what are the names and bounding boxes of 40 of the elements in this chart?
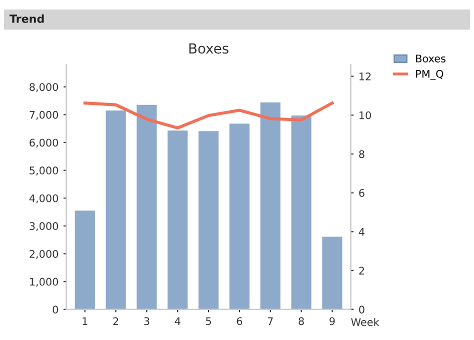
bar bbox=[322, 236, 342, 310]
bar bbox=[291, 116, 312, 310]
chart-title: Boxes bbox=[189, 43, 228, 54]
bar bbox=[106, 110, 126, 310]
legend-label: PM_Q bbox=[416, 70, 444, 80]
text: Trend bbox=[10, 14, 44, 23]
y-tick-label: 6,000 bbox=[30, 138, 58, 148]
y-tick-label: 7,000 bbox=[30, 110, 58, 120]
y2-tick-label: 4 bbox=[358, 228, 364, 236]
x-tick-label: 5 bbox=[206, 317, 211, 326]
x-tick-label: 3 bbox=[144, 317, 150, 326]
x-tick-label: 8 bbox=[298, 317, 304, 326]
y-tick-label: 1,000 bbox=[30, 278, 58, 287]
x-tick-label: 9 bbox=[330, 317, 335, 326]
x-tick-label: 6 bbox=[236, 317, 242, 326]
x-axis-title: Week bbox=[351, 318, 380, 326]
x-tick-label: 1 bbox=[82, 317, 88, 325]
y2-tick-label: 6 bbox=[359, 189, 364, 197]
y-tick-label: 0 bbox=[52, 306, 58, 314]
y-tick-label: 8,000 bbox=[30, 83, 58, 92]
y2-tick-label: 2 bbox=[359, 266, 364, 274]
y-tick-label: 5,000 bbox=[30, 166, 58, 176]
line-series bbox=[83, 102, 334, 130]
bar bbox=[136, 104, 157, 310]
legend-label: Boxes bbox=[416, 54, 446, 62]
y2-tick-label: 10 bbox=[360, 111, 371, 120]
y-tick-label: 3,000 bbox=[30, 222, 58, 232]
y-tick-label: 2,000 bbox=[30, 250, 58, 259]
x-tick-label: 2 bbox=[113, 317, 118, 325]
bar bbox=[260, 102, 280, 310]
y2-tick-label: 12 bbox=[360, 72, 371, 80]
bar bbox=[168, 130, 188, 310]
bar bbox=[198, 131, 219, 310]
bar bbox=[229, 124, 250, 310]
bar bbox=[74, 210, 95, 310]
x-tick-label: 7 bbox=[268, 317, 273, 325]
y-tick-label: 4,000 bbox=[29, 194, 58, 204]
x-tick-label: 4 bbox=[174, 317, 180, 325]
y2-tick-label: 8 bbox=[359, 150, 364, 158]
y2-tick-label: 0 bbox=[359, 306, 364, 314]
